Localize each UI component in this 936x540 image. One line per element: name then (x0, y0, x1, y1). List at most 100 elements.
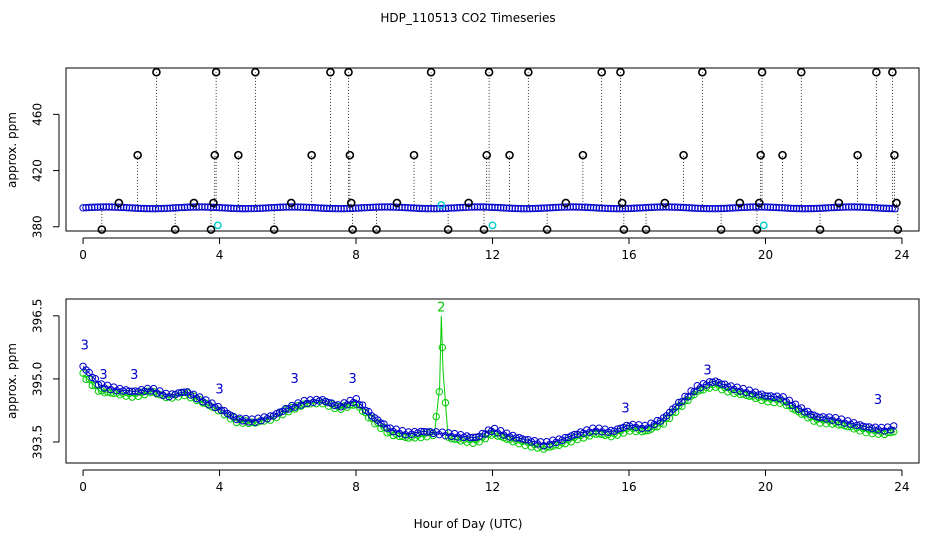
baseline-point (85, 203, 93, 212)
baseline-point (148, 204, 157, 213)
baseline-point (607, 204, 615, 213)
baseline-point (743, 203, 751, 211)
outlier-point (344, 67, 353, 77)
outlier-point (757, 67, 767, 77)
outlier-point (890, 150, 899, 160)
baseline-point (540, 204, 548, 212)
baseline-point (717, 204, 725, 213)
outlier-point (756, 150, 765, 160)
baseline-point (160, 204, 168, 213)
outlier-point (888, 67, 897, 77)
outlier-point (778, 150, 787, 160)
baseline-point (476, 203, 485, 211)
outlier-point (716, 225, 726, 234)
baseline-point (299, 203, 308, 211)
outlier-point (251, 67, 260, 77)
baseline-point (320, 204, 328, 212)
baseline-point (407, 204, 415, 212)
baseline-point (578, 203, 586, 211)
baseline-point (749, 203, 757, 211)
baseline-point (351, 204, 360, 212)
baseline-point (253, 204, 261, 213)
outlier-point (443, 225, 453, 234)
baseline-point (682, 203, 691, 212)
x-tick-label: 8 (352, 248, 360, 262)
baseline-point (412, 204, 421, 212)
baseline-point (470, 203, 479, 211)
outlier-point (660, 198, 670, 208)
baseline-point (531, 204, 540, 213)
baseline-point (502, 204, 511, 212)
baseline-point (708, 204, 717, 213)
baseline-point (879, 204, 888, 212)
baseline-point (157, 204, 166, 213)
baseline-point (569, 203, 577, 211)
baseline-point (143, 204, 151, 213)
baseline-point (517, 204, 525, 213)
x-tick-label: 12 (485, 480, 500, 494)
baseline-point (93, 203, 102, 211)
outlier-point (641, 225, 651, 234)
outlier-point (872, 67, 881, 77)
baseline-point (807, 204, 815, 213)
outlier-point (698, 67, 707, 77)
baseline-point (525, 204, 534, 213)
baseline-point (346, 204, 354, 213)
baseline-point (151, 204, 160, 213)
baseline-point (215, 203, 224, 212)
baseline-point (618, 204, 627, 213)
baseline-point (424, 204, 432, 213)
outlier-point (345, 150, 355, 160)
baseline-point (514, 204, 522, 213)
cyan-point (759, 221, 768, 230)
series-point-3 (570, 430, 579, 439)
baseline-point (572, 203, 580, 211)
baseline-point (810, 204, 818, 213)
baseline-point (88, 203, 96, 212)
baseline-point (656, 203, 664, 211)
outlier-point (679, 150, 688, 160)
outlier-point (616, 67, 625, 77)
outlier-point (484, 67, 494, 77)
baseline-point (166, 204, 174, 212)
marker-label: 3 (348, 372, 356, 387)
baseline-point (781, 204, 789, 212)
baseline-point (363, 203, 371, 212)
baseline-point (601, 204, 609, 213)
baseline-point (523, 204, 531, 213)
x-tick-label: 0 (79, 480, 87, 494)
baseline-point (383, 203, 392, 211)
baseline-point (250, 204, 258, 213)
baseline-point (581, 203, 589, 211)
baseline-point (697, 204, 705, 213)
baseline-point (766, 203, 775, 211)
baseline-point (491, 203, 499, 212)
baseline-point (636, 204, 644, 212)
outlier-point (561, 198, 571, 208)
series-point-3 (478, 429, 486, 438)
baseline-point (734, 203, 743, 212)
baseline-point (723, 204, 731, 212)
outlier-point (464, 198, 473, 208)
baseline-point (859, 203, 867, 211)
baseline-point (624, 204, 632, 213)
baseline-point (801, 204, 809, 213)
marker-label: 3 (130, 368, 138, 383)
baseline-point (372, 203, 380, 211)
series-point-3 (211, 403, 219, 412)
series-point-3 (690, 387, 698, 396)
outlier-point (346, 198, 356, 208)
baseline-point (494, 203, 502, 212)
baseline-point (418, 204, 427, 213)
baseline-point (496, 204, 505, 212)
baseline-point (856, 203, 865, 211)
baseline-point (554, 203, 563, 212)
outlier-point (211, 67, 221, 77)
y-tick-label: 396.5 (31, 299, 45, 333)
series-point-3 (186, 391, 195, 399)
marker-label: 3 (621, 402, 629, 417)
outlier-point (752, 225, 762, 234)
series-point-3 (687, 387, 695, 395)
baseline-point (328, 204, 337, 213)
baseline-point (528, 204, 537, 213)
